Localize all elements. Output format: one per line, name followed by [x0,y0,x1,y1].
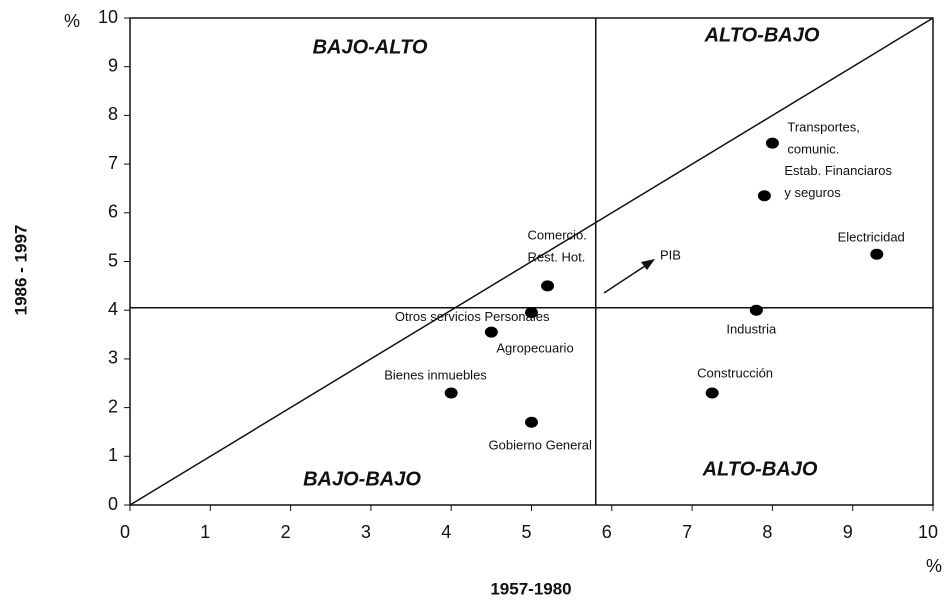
arrow-head [641,259,655,270]
x-tick-label: 3 [361,522,371,542]
diagonal [129,17,934,506]
x-tick-label: 6 [602,522,612,542]
y-tick-label: 5 [108,250,118,270]
point-label: Rest. Hot. [528,249,586,264]
point [705,387,719,399]
x-tick-label: 1 [200,522,210,542]
point-label: comunic. [787,142,839,157]
y-tick-label: 10 [98,7,118,27]
y-tick-label: 7 [108,153,118,173]
point-label: Construcción [697,365,773,380]
x-tick-label: 7 [682,522,692,542]
x-tick-label: 8 [762,522,772,542]
x-axis-label: 1957-1980 [490,579,571,598]
point-label: Estab. Financiaros [784,163,892,178]
point-label: Gobierno General [489,438,592,453]
x-tick-label: 10 [918,522,938,542]
y-tick-label: 8 [108,104,118,124]
point-label: Electricidad [838,230,905,245]
point-label: Bienes inmuebles [384,367,487,382]
point [757,190,771,202]
y-tick-label: 1 [108,445,118,465]
y-axis-label: 1986 - 1997 [11,225,30,316]
y-tick-label: 6 [108,202,118,222]
point [444,387,458,399]
point-label: Agropecuario [496,341,573,356]
x-tick-label: 4 [441,522,451,542]
point-label: Otros servicios Personales [395,309,550,324]
y-tick-label: 0 [108,494,118,514]
quadrant-label: BAJO-BAJO [303,468,421,490]
point [765,137,779,149]
point-label: Industria [726,322,777,337]
point [484,326,498,338]
point-label: Transportes, [787,120,860,135]
x-tick-label: 9 [843,522,853,542]
y-tick-label: 2 [108,396,118,416]
x-tick-label: 2 [281,522,291,542]
quadrant-label: ALTO-BAJO [704,24,820,46]
x-tick-label: 5 [521,522,531,542]
point [525,307,538,319]
arrow-label: PIB [660,247,681,262]
quadrant-label: BAJO-ALTO [313,36,428,58]
point [541,280,555,292]
y-tick-label: 4 [108,299,118,319]
quadrant-label: ALTO-BAJO [702,458,818,480]
arrow [603,263,649,294]
y-tick-label: 3 [108,348,118,368]
y-unit: % [64,11,80,31]
point [870,248,884,260]
x-unit: % [926,556,942,576]
point [749,304,763,316]
x-tick-label: 0 [120,522,130,542]
point [525,416,538,428]
point-label: y seguros [784,185,841,200]
point-label: Comercio. [528,227,587,242]
y-tick-label: 9 [108,55,118,75]
